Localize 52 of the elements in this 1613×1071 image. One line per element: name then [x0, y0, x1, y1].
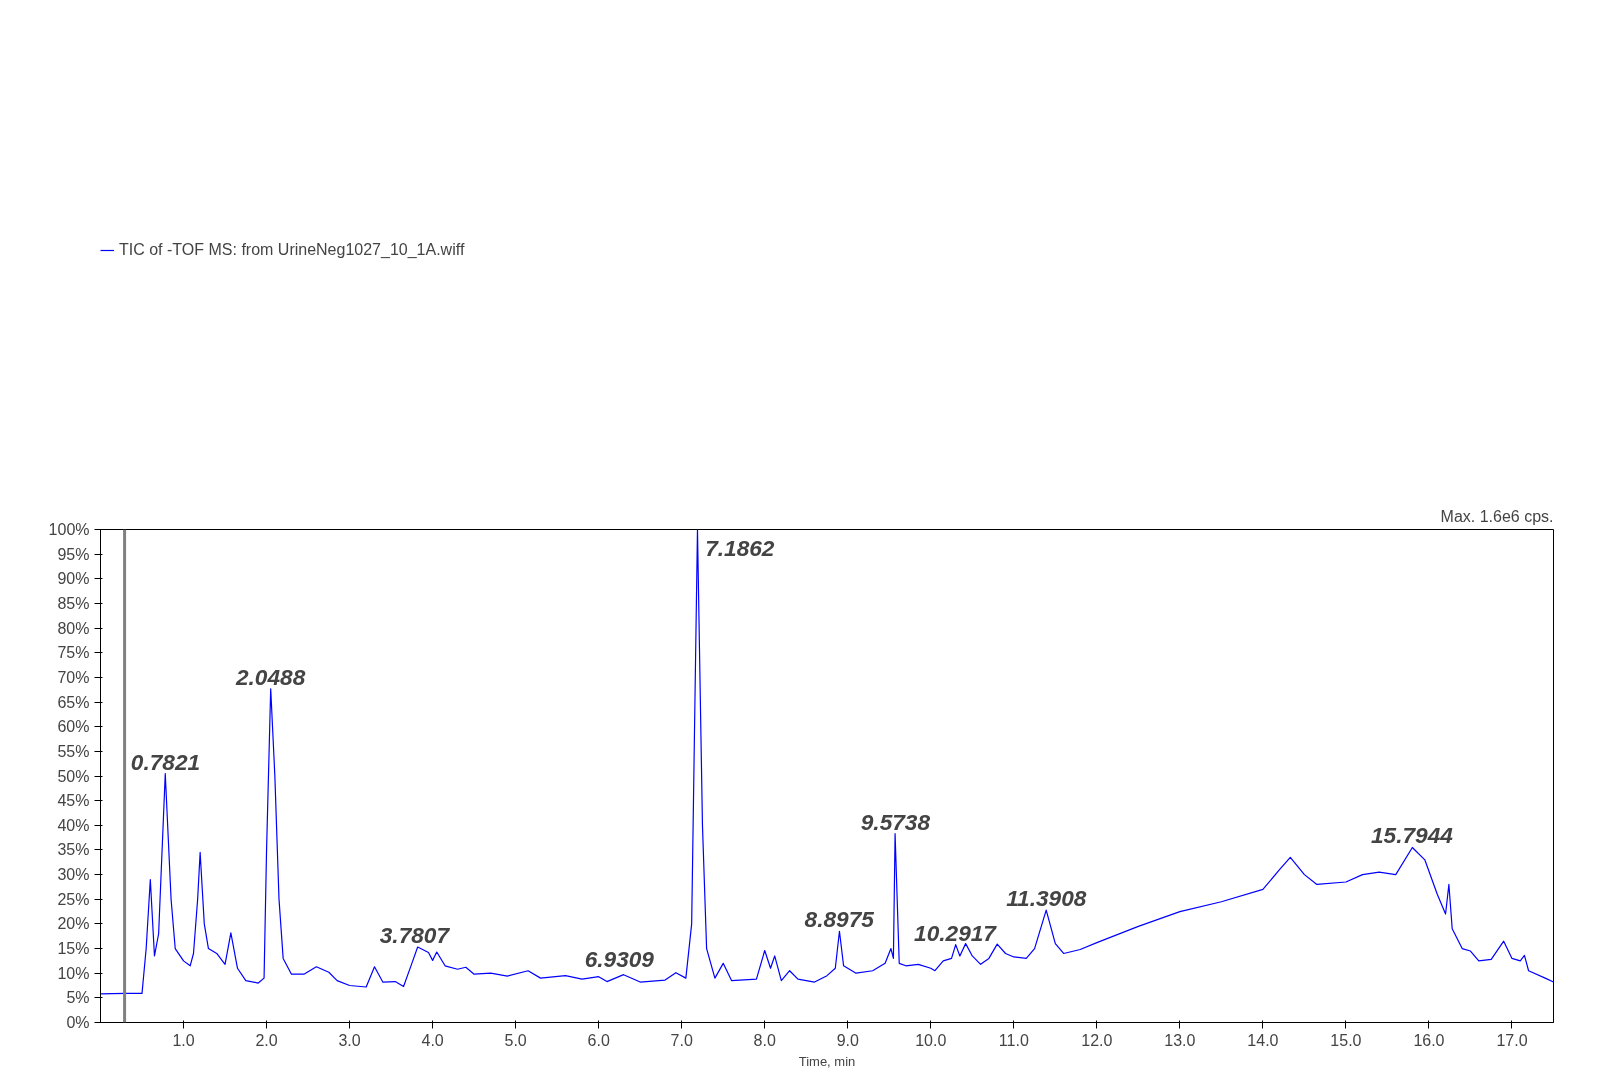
annotation: 7.1862	[705, 534, 775, 561]
y-tick-label: 50%	[57, 767, 90, 785]
y-tick-label: 15%	[57, 940, 90, 958]
annotation: 9.5738	[860, 808, 931, 835]
text: Max. 1.6e6 cps.	[1440, 507, 1554, 525]
annotation: 2.0488	[234, 663, 306, 690]
x-tick-label: 13.0	[1164, 1031, 1196, 1049]
x-tick-label: 17.0	[1496, 1031, 1528, 1049]
legend-label: TIC of -TOF MS: from UrineNeg1027_10_1A.wiff	[119, 240, 465, 259]
y-tick-label: 30%	[57, 866, 90, 884]
x-axis-title: Time, min	[798, 1053, 856, 1069]
x-tick-label: 9.0	[836, 1031, 859, 1049]
y-tick-label: 70%	[57, 668, 90, 686]
x-tick-label: 1.0	[172, 1031, 195, 1049]
annotation: 10.2917	[914, 919, 998, 946]
y-tick-label: 75%	[57, 644, 90, 662]
y-tick-label: 85%	[57, 594, 90, 612]
y-tick-label: 100%	[48, 521, 90, 538]
x-tick-label: 7.0	[670, 1031, 693, 1049]
x-tick-label: 2.0	[255, 1031, 278, 1049]
x-tick-label: 8.0	[753, 1031, 776, 1049]
x-tick-label: 5.0	[504, 1031, 527, 1049]
x-tick-label: 11.0	[998, 1031, 1029, 1049]
y-tick-label: 35%	[57, 841, 90, 859]
x-tick-label: 16.0	[1413, 1031, 1445, 1049]
x-tick-label: 10.0	[915, 1031, 947, 1049]
y-tick-label: 0%	[66, 1014, 90, 1031]
y-tick-label: 90%	[57, 570, 90, 588]
annotation: 8.8975	[804, 906, 875, 933]
x-tick-label: 3.0	[338, 1031, 361, 1049]
y-tick-label: 5%	[66, 989, 90, 1007]
annotation: 15.7944	[1370, 822, 1454, 849]
x-tick-label: 6.0	[587, 1031, 610, 1049]
annotation: 3.7807	[379, 922, 451, 949]
y-tick-label: 80%	[57, 619, 90, 637]
annotation: 11.3908	[1006, 885, 1087, 912]
x-tick-label: 12.0	[1081, 1031, 1113, 1049]
y-tick-label: 25%	[57, 890, 90, 908]
y-tick-label: 60%	[57, 718, 90, 736]
annotation: 0.7821	[130, 748, 201, 775]
x-tick-label: 14.0	[1247, 1031, 1279, 1049]
x-tick-label: 4.0	[421, 1031, 444, 1049]
y-tick-label: 10%	[57, 964, 90, 982]
y-tick-label: 95%	[57, 545, 90, 563]
y-tick-label: 45%	[57, 792, 90, 810]
y-tick-label: 55%	[57, 742, 90, 760]
y-tick-label: 65%	[57, 693, 90, 711]
y-tick-label: 40%	[57, 816, 90, 834]
y-tick-label: 20%	[57, 915, 90, 933]
line-series	[100, 529, 1554, 995]
x-tick-label: 15.0	[1330, 1031, 1362, 1049]
annotation: 6.9309	[584, 945, 655, 972]
